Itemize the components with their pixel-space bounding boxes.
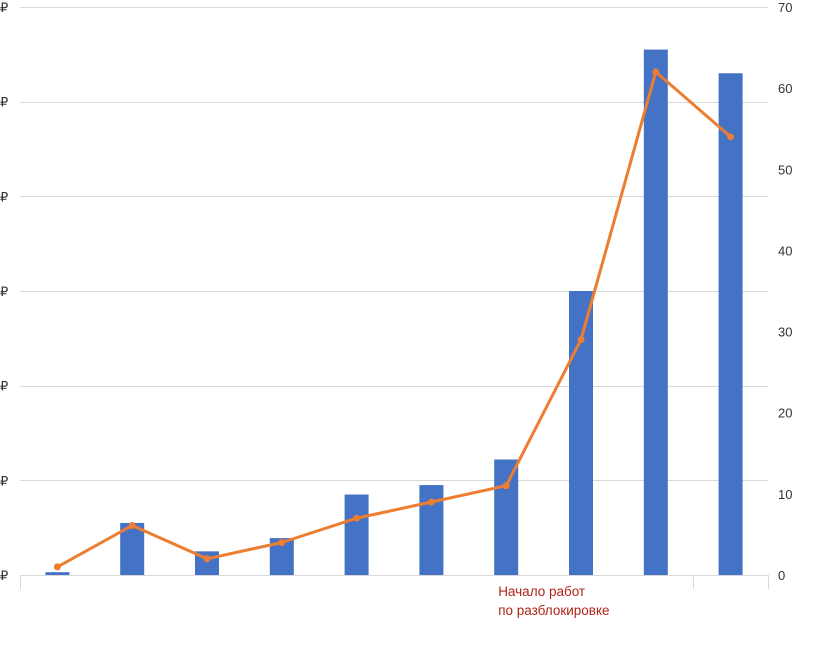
right-tick-label: 0 <box>778 568 785 583</box>
right-tick-label: 30 <box>778 325 792 340</box>
left-tick-label: ₽ <box>0 568 8 583</box>
annotation-line-1: Начало работ <box>498 584 585 599</box>
series-line <box>55 70 733 569</box>
annotation-line-2: по разблокировке <box>498 603 609 618</box>
right-tick-label: 20 <box>778 406 792 421</box>
line-point <box>652 68 660 76</box>
line-point <box>278 539 286 547</box>
bar-series <box>45 49 743 576</box>
left-tick-label: ₽ <box>0 379 8 394</box>
right-tick-label: 50 <box>778 162 792 177</box>
bar <box>344 494 369 575</box>
left-axis-ticks: ₽ ₽ ₽ ₽ ₽ ₽ ₽ <box>0 0 8 583</box>
axes <box>20 575 769 589</box>
right-axis-ticks: 0 10 20 30 40 50 60 70 <box>778 0 792 583</box>
line-point <box>53 563 61 571</box>
right-tick-label: 10 <box>778 487 792 502</box>
left-tick-label: ₽ <box>0 473 8 488</box>
left-tick-label: ₽ <box>0 95 8 110</box>
right-tick-label: 70 <box>778 0 792 15</box>
bar <box>718 73 743 576</box>
left-tick-label: ₽ <box>0 284 8 299</box>
left-tick-label: ₽ <box>0 0 8 15</box>
bar <box>494 459 519 575</box>
bar <box>569 291 593 575</box>
bar <box>643 49 668 576</box>
line-series <box>53 68 735 571</box>
gridlines <box>20 7 768 481</box>
line-point <box>427 498 435 506</box>
line-point <box>577 336 585 344</box>
line-point <box>727 133 735 141</box>
bar <box>45 572 70 575</box>
line-point <box>353 514 361 522</box>
right-tick-label: 40 <box>778 243 792 258</box>
line-point <box>203 555 211 563</box>
right-tick-label: 60 <box>778 81 792 96</box>
line-point <box>502 482 510 490</box>
line-point <box>128 522 136 530</box>
left-tick-label: ₽ <box>0 189 8 204</box>
